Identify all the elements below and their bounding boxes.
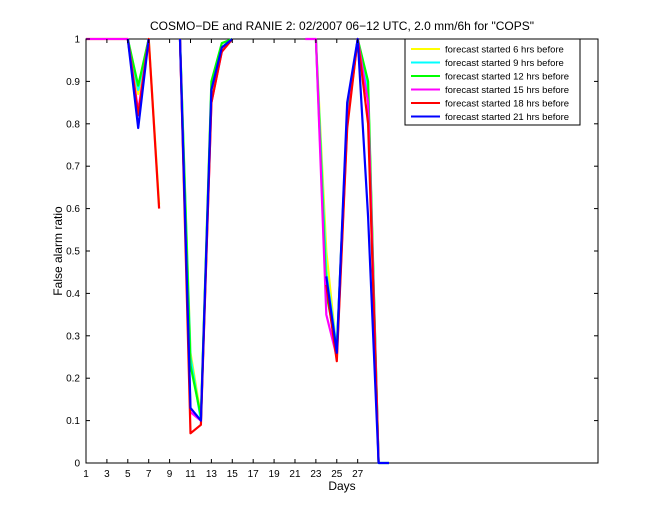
y-tick-label: 0.2 <box>66 374 80 385</box>
x-tick-label: 25 <box>331 469 343 480</box>
y-tick-label: 0.9 <box>66 77 80 88</box>
y-tick-label: 0.4 <box>66 289 80 300</box>
y-tick-label: 0.8 <box>66 119 80 130</box>
legend-entry-label: forecast started 6 hrs before <box>445 45 564 56</box>
x-tick-label: 3 <box>104 469 110 480</box>
y-tick-label: 0.5 <box>66 247 80 258</box>
y-axis-label: False alarm ratio <box>51 206 65 296</box>
legend: forecast started 6 hrs before forecast st… <box>404 38 581 126</box>
series-6-segment <box>178 38 233 422</box>
legend-entry-label: forecast started 18 hrs before <box>445 99 569 110</box>
y-tick-label: 1 <box>74 35 80 46</box>
y-tick-label: 0 <box>74 459 80 470</box>
x-tick-label: 15 <box>227 469 239 480</box>
series-5-segment <box>325 37 380 464</box>
y-tick-label: 0.7 <box>66 162 80 173</box>
x-tick-label: 5 <box>125 469 131 480</box>
series-6-segment <box>126 38 150 130</box>
x-tick-label: 23 <box>310 469 322 480</box>
x-tick-label: 17 <box>248 469 260 480</box>
x-tick-label: 7 <box>146 469 152 480</box>
series-3-segment <box>126 38 150 87</box>
axes-layer: 1 3 5 7 9 11 13 15 17 19 21 23 25 2700.10.20.30.40.50… <box>66 35 598 480</box>
legend-entry-label: forecast started 15 hrs before <box>445 85 569 96</box>
legend-box <box>404 38 581 126</box>
x-axis-label: Days <box>328 479 355 493</box>
legend-entry-label: forecast started 9 hrs before <box>445 58 564 69</box>
x-tick-label: 27 <box>352 469 364 480</box>
x-tick-label: 19 <box>269 469 281 480</box>
legend-entry-label: forecast started 21 hrs before <box>445 112 569 123</box>
x-tick-label: 21 <box>289 469 301 480</box>
y-tick-label: 0.1 <box>66 416 80 427</box>
x-tick-label: 13 <box>206 469 218 480</box>
x-tick-label: 11 <box>185 469 196 480</box>
legend-entry-label: forecast started 12 hrs before <box>445 72 569 83</box>
chart-title: COSMO−DE and RANIE 2: 02/2007 06−12 UTC,… <box>150 19 534 33</box>
y-tick-label: 0.6 <box>66 204 80 215</box>
y-tick-label: 0.3 <box>66 331 80 342</box>
x-tick-label: 1 <box>83 469 89 480</box>
x-tick-label: 9 <box>167 469 173 480</box>
